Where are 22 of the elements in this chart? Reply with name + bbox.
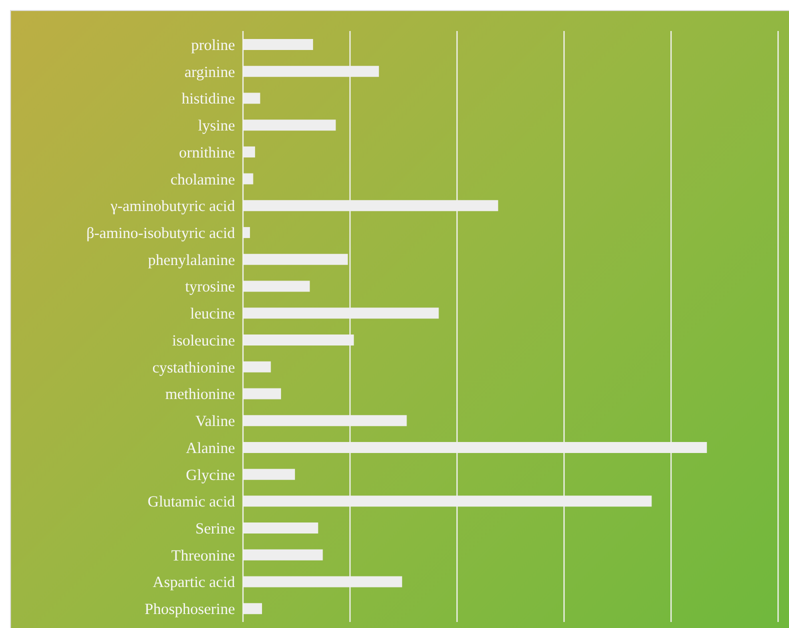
y-tick-label: Aspartic acid [152, 574, 236, 592]
y-tick-label: β-amino-isobutyric acid [86, 224, 236, 242]
y-tick-label: histidine [182, 90, 236, 108]
y-tick-label: Valine [195, 413, 236, 430]
y-tick-label: arginine [184, 64, 236, 81]
y-tick-label: γ-aminobutyric acid [110, 198, 236, 216]
y-tick-label: cystathionine [152, 359, 236, 376]
y-tick-label: leucine [190, 306, 236, 323]
y-tick-label: Glutamic acid [148, 494, 236, 511]
y-tick-label: proline [191, 36, 236, 54]
y-tick-label: phenylalanine [148, 252, 236, 269]
y-tick-label: Glycine [186, 466, 236, 484]
y-tick-label: isoleucine [172, 332, 236, 350]
y-tick-label: ornithine [179, 144, 236, 162]
y-tick-label: methionine [165, 386, 236, 404]
y-tick-label: Phosphoserine [144, 601, 236, 618]
y-tick-label: tyrosine [185, 278, 236, 296]
y-tick-label: cholamine [170, 171, 236, 188]
y-tick-label: Threonine [171, 547, 236, 564]
y-tick-label: lysine [198, 118, 236, 135]
y-tick-label: Alanine [186, 440, 236, 457]
y-tick-label: Serine [195, 520, 236, 538]
